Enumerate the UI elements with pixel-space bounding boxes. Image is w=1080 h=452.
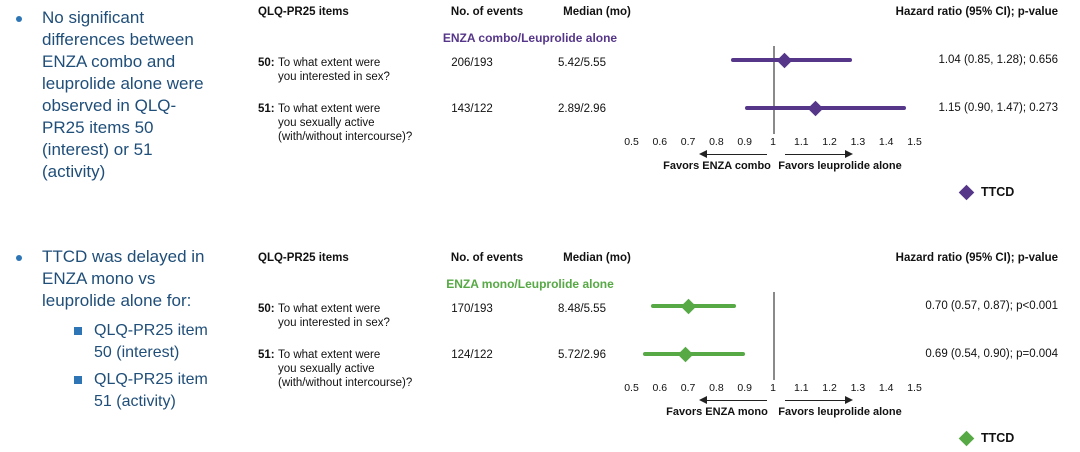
column-header-events: No. of events xyxy=(450,252,524,264)
axis-tick-label: 1.2 xyxy=(822,136,837,148)
axis-tick-label: 0.7 xyxy=(680,136,696,148)
item-row-label: 50: To what extent were you interested i… xyxy=(258,302,448,330)
comparison-label: ENZA combo/Leuprolide alone xyxy=(442,31,618,45)
ttcd-legend: TTCD xyxy=(958,430,1015,446)
bullet-dot-icon xyxy=(16,16,22,22)
column-header-hazard-ratio: Hazard ratio (95% CI); p-value xyxy=(895,6,1058,18)
favors-right-arrow-icon xyxy=(785,149,853,158)
hazard-ratio-value: 0.70 (0.57, 0.87); p<0.001 xyxy=(925,300,1058,312)
axis-tick-label: 1.1 xyxy=(793,382,809,394)
axis-tick-label: 1.5 xyxy=(907,136,922,148)
hazard-ratio-diamond-icon xyxy=(807,100,824,116)
favors-left-label: Favors ENZA mono xyxy=(666,406,768,418)
ttcd-diamond-icon xyxy=(958,430,975,446)
column-header-median: Median (mo) xyxy=(563,6,631,18)
item-row-label: 51: To what extent were you sexually act… xyxy=(258,348,448,390)
favors-left-arrow-icon xyxy=(699,395,767,404)
axis-tick-label: 1 xyxy=(770,136,776,148)
comparison-label: ENZA mono/Leuprolide alone xyxy=(446,277,614,291)
favors-right-label: Favors leuprolide alone xyxy=(778,160,902,172)
bullet-text: TTCD was delayed in ENZA mono vs leuprol… xyxy=(42,247,205,310)
sub-bullet-item-51: QLQ-PR25 item 51 (activity) xyxy=(74,369,208,413)
ttcd-diamond-icon xyxy=(958,184,975,200)
axis-tick-label: 0.5 xyxy=(624,382,639,394)
item-row-label: 50: To what extent were you interested i… xyxy=(258,56,448,84)
axis-tick-label: 0.6 xyxy=(652,382,668,394)
column-header-events: No. of events xyxy=(450,6,524,18)
item-row-label: 51: To what extent were you sexually act… xyxy=(258,102,448,144)
hazard-ratio-diamond-icon xyxy=(776,52,793,68)
item-number: 51: xyxy=(258,103,275,115)
axis-tick-label: 1.4 xyxy=(878,136,894,148)
confidence-interval-line xyxy=(744,106,906,110)
item-question: To what extent were you sexually active … xyxy=(278,103,413,143)
axis-tick-label: 1.5 xyxy=(907,382,922,394)
hazard-ratio-value: 1.04 (0.85, 1.28); 0.656 xyxy=(938,54,1058,66)
axis-tick-label: 0.9 xyxy=(737,382,752,394)
forest-panel-enza-mono: QLQ-PR25 items No. of events Median (mo)… xyxy=(255,246,1080,452)
events-value: 143/122 xyxy=(451,103,493,115)
axis-tick-label: 0.6 xyxy=(652,136,668,148)
median-value: 5.72/2.96 xyxy=(558,349,606,361)
forest-panel-enza-combo: QLQ-PR25 items No. of events Median (mo)… xyxy=(255,0,1080,226)
forest-plot: 0.5 0.6 0.7 0.8 0.9 1 1.1 1.2 1.3 1.4 1.5 xyxy=(255,246,1080,452)
hazard-ratio-value: 0.69 (0.54, 0.90); p=0.004 xyxy=(925,348,1058,360)
median-value: 2.89/2.96 xyxy=(558,103,606,115)
events-value: 124/122 xyxy=(451,349,493,361)
ttcd-label: TTCD xyxy=(981,185,1015,199)
item-number: 50: xyxy=(258,57,275,69)
confidence-interval-line xyxy=(642,352,745,356)
axis-tick-label: 1.2 xyxy=(822,382,837,394)
sub-bullet-text: QLQ-PR25 item 50 (interest) xyxy=(94,322,208,361)
axis-tick-label: 0.7 xyxy=(680,382,696,394)
favors-right-arrow-icon xyxy=(785,395,853,404)
favors-right-label: Favors leuprolide alone xyxy=(778,406,902,418)
bullet-dot-icon xyxy=(16,255,22,261)
events-value: 206/193 xyxy=(451,57,493,69)
axis-tick-label: 0.8 xyxy=(709,136,724,148)
sub-bullet-text: QLQ-PR25 item 51 (activity) xyxy=(94,371,208,410)
axis-tick-label: 0.9 xyxy=(737,136,752,148)
item-number: 51: xyxy=(258,349,275,361)
bullet-item-no-differences: No significant differences between ENZA … xyxy=(16,7,260,183)
axis-tick-label: 1.4 xyxy=(878,382,894,394)
column-header-hazard-ratio: Hazard ratio (95% CI); p-value xyxy=(895,252,1058,264)
events-value: 170/193 xyxy=(451,303,493,315)
median-value: 8.48/5.55 xyxy=(558,303,606,315)
axis-tick-label: 1.3 xyxy=(850,382,866,394)
item-question: To what extent were you interested in se… xyxy=(278,57,390,83)
favors-left-label: Favors ENZA combo xyxy=(663,160,771,172)
column-header-items: QLQ-PR25 items xyxy=(258,6,349,18)
bullet-text: No significant differences between ENZA … xyxy=(42,8,204,181)
median-value: 5.42/5.55 xyxy=(558,57,606,69)
square-bullet-icon xyxy=(74,327,82,335)
ttcd-legend: TTCD xyxy=(958,184,1015,200)
hazard-ratio-diamond-icon xyxy=(677,346,694,362)
bullet-item-ttcd-delayed: TTCD was delayed in ENZA mono vs leuprol… xyxy=(16,246,260,312)
axis-tick-label: 1.3 xyxy=(850,136,866,148)
square-bullet-icon xyxy=(74,376,82,384)
hazard-ratio-value: 1.15 (0.90, 1.47); 0.273 xyxy=(938,102,1058,114)
column-header-median: Median (mo) xyxy=(563,252,631,264)
axis-tick-label: 1 xyxy=(770,382,776,394)
axis-tick-label: 1.1 xyxy=(793,136,809,148)
item-question: To what extent were you interested in se… xyxy=(278,303,390,329)
ttcd-label: TTCD xyxy=(981,431,1015,445)
sub-bullet-item-50: QLQ-PR25 item 50 (interest) xyxy=(74,320,208,364)
column-header-items: QLQ-PR25 items xyxy=(258,252,349,264)
item-number: 50: xyxy=(258,303,275,315)
axis-tick-label: 0.8 xyxy=(709,382,724,394)
axis-tick-label: 0.5 xyxy=(624,136,639,148)
forest-plot: 0.5 0.6 0.7 0.8 0.9 1 1.1 1.2 1.3 1.4 1.5 xyxy=(255,0,1080,226)
item-question: To what extent were you sexually active … xyxy=(278,349,413,389)
hazard-ratio-diamond-icon xyxy=(680,298,696,314)
favors-left-arrow-icon xyxy=(699,149,767,158)
